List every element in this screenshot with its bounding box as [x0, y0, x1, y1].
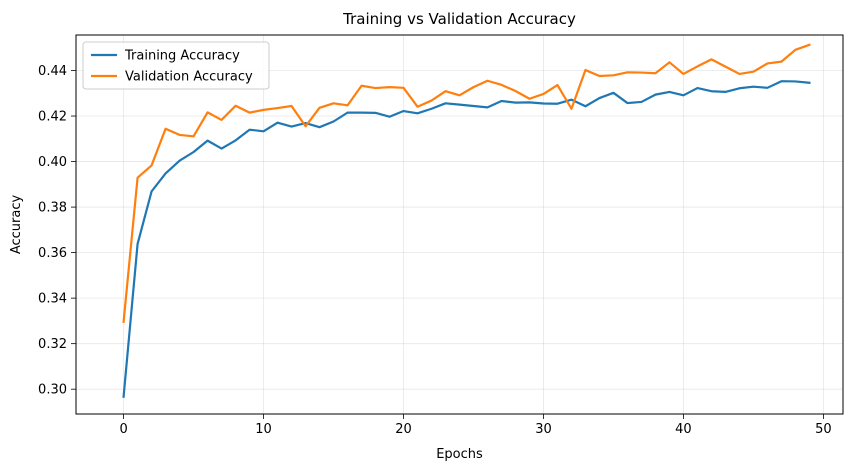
legend-label: Validation Accuracy — [125, 70, 253, 85]
legend: Training Accuracy Validation Accuracy — [82, 41, 270, 90]
series-line-training-accuracy — [122, 80, 811, 398]
x-tick-label: 10 — [255, 422, 272, 437]
y-tick-label: 0.34 — [38, 292, 67, 307]
x-tick-label: 40 — [675, 422, 692, 437]
chart-title: Training vs Validation Accuracy — [342, 10, 576, 28]
y-tick-label: 0.30 — [38, 383, 67, 398]
x-axis-label: Epochs — [436, 447, 483, 462]
legend-label: Training Accuracy — [124, 49, 240, 64]
series-line-validation-accuracy — [122, 43, 811, 324]
plot-frame — [75, 34, 844, 415]
x-tick-label: 50 — [815, 422, 832, 437]
y-axis-label: Accuracy — [9, 195, 24, 255]
y-tick-label: 0.44 — [38, 64, 67, 79]
y-tick-label: 0.32 — [38, 337, 67, 352]
grid — [76, 35, 843, 414]
legend-box — [82, 41, 270, 90]
axis-ticks: 0 10 20 30 40 50 0.30 0.32 0.34 0.36 0.38 0.40 0.42 0… — [38, 64, 832, 437]
series-lines — [122, 43, 811, 398]
y-tick-label: 0.36 — [38, 246, 67, 261]
x-tick-label: 0 — [119, 422, 127, 437]
y-tick-label: 0.38 — [38, 201, 67, 216]
y-tick-label: 0.40 — [38, 155, 67, 170]
x-tick-label: 20 — [395, 422, 412, 437]
y-tick-label: 0.42 — [38, 110, 67, 125]
x-tick-label: 30 — [535, 422, 552, 437]
